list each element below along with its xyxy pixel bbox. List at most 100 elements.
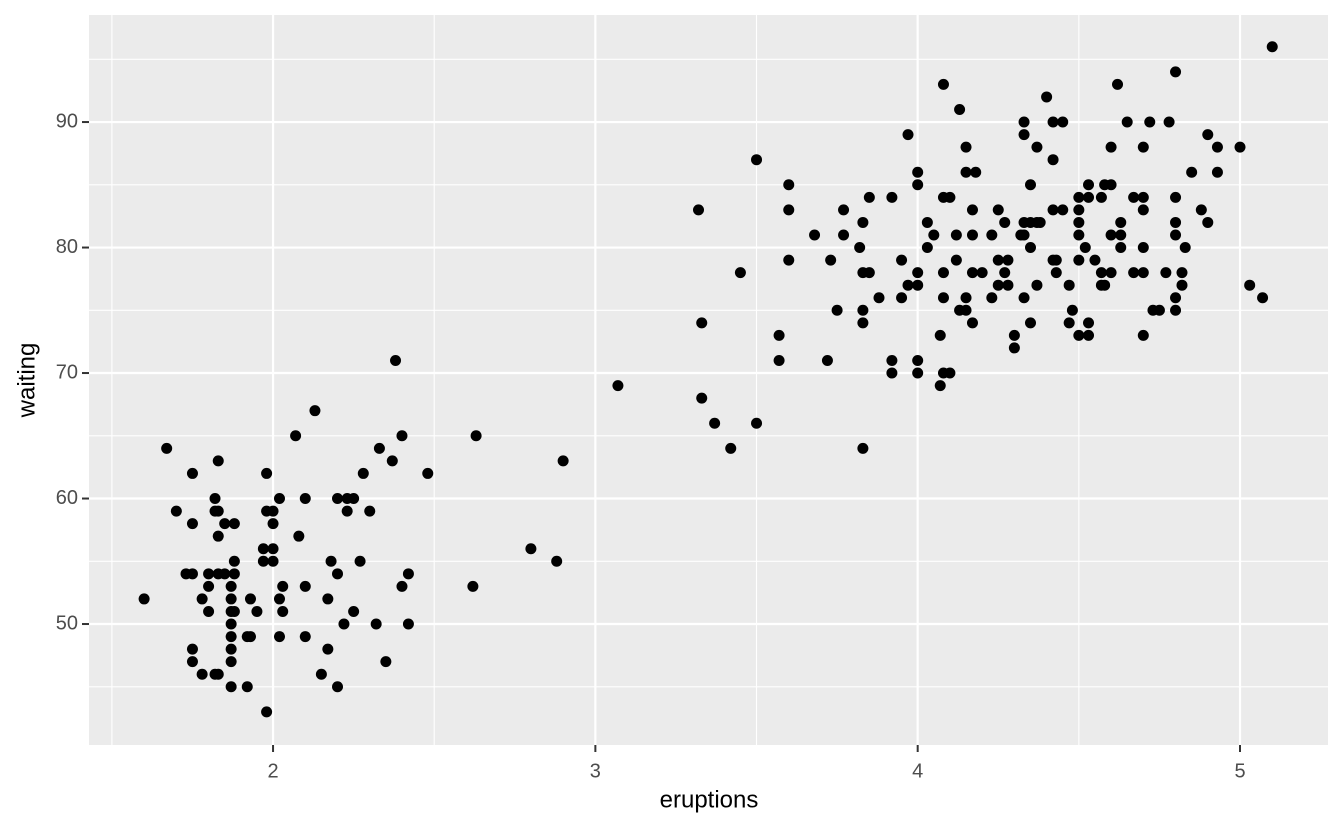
point xyxy=(1057,116,1069,128)
x-tick-label: 5 xyxy=(1234,760,1245,782)
point xyxy=(299,631,311,643)
point xyxy=(1244,279,1256,291)
point xyxy=(612,380,624,392)
point xyxy=(241,681,253,693)
point xyxy=(244,631,256,643)
point xyxy=(196,668,208,680)
point xyxy=(293,530,305,542)
x-tick-label: 4 xyxy=(912,760,923,782)
point xyxy=(225,593,237,605)
point xyxy=(225,656,237,668)
point xyxy=(912,179,924,191)
point xyxy=(1073,254,1085,266)
point xyxy=(1041,91,1053,103)
point xyxy=(267,518,279,530)
point xyxy=(970,166,982,178)
point xyxy=(950,229,962,241)
point xyxy=(203,580,215,592)
point xyxy=(886,354,898,366)
point xyxy=(825,254,837,266)
point xyxy=(1211,141,1223,153)
point xyxy=(873,292,885,304)
point xyxy=(1073,204,1085,216)
point xyxy=(354,555,366,567)
point xyxy=(966,204,978,216)
point xyxy=(348,605,360,617)
point xyxy=(186,467,198,479)
point xyxy=(902,279,914,291)
point xyxy=(831,304,843,316)
point xyxy=(267,543,279,555)
point xyxy=(1079,242,1091,254)
y-tick-label: 60 xyxy=(56,487,78,509)
point xyxy=(992,279,1004,291)
point xyxy=(854,242,866,254)
point xyxy=(783,204,795,216)
point xyxy=(999,267,1011,279)
point xyxy=(402,618,414,630)
point xyxy=(219,518,231,530)
point xyxy=(251,605,263,617)
point xyxy=(138,593,150,605)
point xyxy=(912,166,924,178)
point xyxy=(244,593,256,605)
point xyxy=(380,656,392,668)
point xyxy=(986,229,998,241)
point xyxy=(696,392,708,404)
point xyxy=(1063,317,1075,329)
y-tick-label: 90 xyxy=(56,110,78,132)
point xyxy=(1073,216,1085,228)
point xyxy=(992,204,1004,216)
point xyxy=(783,179,795,191)
point xyxy=(1137,141,1149,153)
point xyxy=(999,216,1011,228)
point xyxy=(928,229,940,241)
point xyxy=(161,442,173,454)
point xyxy=(960,141,972,153)
point xyxy=(1153,304,1165,316)
point xyxy=(696,317,708,329)
point xyxy=(912,354,924,366)
point xyxy=(1034,216,1046,228)
point xyxy=(1105,141,1117,153)
point xyxy=(912,279,924,291)
point xyxy=(1095,191,1107,203)
point xyxy=(1195,204,1207,216)
point xyxy=(1002,254,1014,266)
point xyxy=(960,304,972,316)
point xyxy=(1095,267,1107,279)
point xyxy=(902,129,914,141)
point xyxy=(725,442,737,454)
point xyxy=(838,229,850,241)
point xyxy=(944,367,956,379)
point xyxy=(1008,329,1020,341)
point xyxy=(257,543,269,555)
point xyxy=(1031,279,1043,291)
point xyxy=(896,254,908,266)
point xyxy=(277,605,289,617)
point xyxy=(225,618,237,630)
point xyxy=(1099,279,1111,291)
point xyxy=(257,555,269,567)
point xyxy=(1002,279,1014,291)
point xyxy=(912,367,924,379)
point xyxy=(1211,166,1223,178)
point xyxy=(1083,179,1095,191)
point xyxy=(1170,304,1182,316)
point xyxy=(1179,242,1191,254)
point xyxy=(966,229,978,241)
point xyxy=(338,618,350,630)
point xyxy=(954,103,966,115)
point xyxy=(886,367,898,379)
point xyxy=(709,417,721,429)
point xyxy=(960,292,972,304)
point xyxy=(212,668,224,680)
point xyxy=(1089,254,1101,266)
point xyxy=(1144,116,1156,128)
point xyxy=(557,455,569,467)
point xyxy=(937,267,949,279)
x-tick-label: 3 xyxy=(590,760,601,782)
point xyxy=(322,643,334,655)
